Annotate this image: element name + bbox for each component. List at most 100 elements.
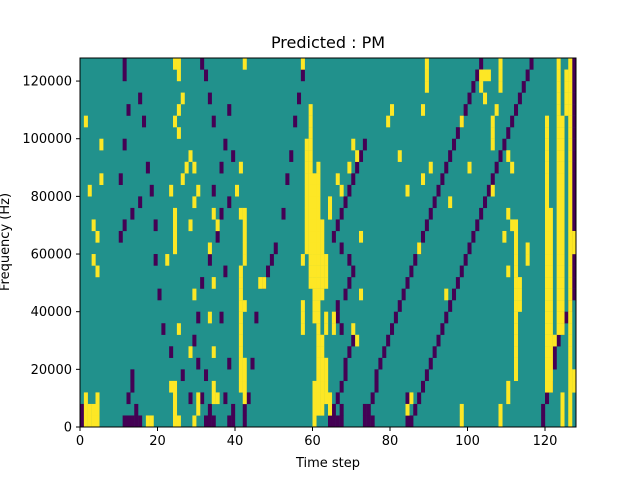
- heatmap-cell-positive: [207, 242, 212, 255]
- heatmap-cell-positive: [308, 173, 313, 185]
- heatmap-cell-positive: [304, 173, 309, 185]
- heatmap-cell-negative: [130, 207, 135, 220]
- heatmap-cell-positive: [514, 323, 519, 335]
- heatmap-cell-positive: [308, 138, 313, 151]
- heatmap-cell-negative: [80, 415, 85, 428]
- heatmap-cell-negative: [475, 69, 480, 82]
- heatmap-cell-positive: [312, 380, 317, 393]
- heatmap-cell-positive: [467, 161, 472, 174]
- heatmap-cell-positive: [300, 323, 305, 335]
- heatmap-cell-positive: [242, 392, 247, 405]
- heatmap-cell-positive: [548, 230, 553, 243]
- heatmap-cell-negative: [572, 81, 577, 93]
- heatmap-cell-positive: [176, 323, 181, 335]
- heatmap-cell-positive: [568, 127, 573, 139]
- heatmap-cell-positive: [498, 58, 503, 70]
- heatmap-cell-positive: [316, 300, 321, 312]
- heatmap-cell-positive: [556, 300, 561, 312]
- heatmap-cell-negative: [479, 58, 484, 70]
- heatmap-cell-positive: [316, 334, 321, 347]
- heatmap-cell-positive: [556, 265, 561, 278]
- heatmap-cell-positive: [184, 161, 189, 174]
- heatmap-cell-negative: [475, 219, 480, 232]
- heatmap-cell-positive: [421, 104, 426, 116]
- heatmap-cell-negative: [370, 392, 375, 405]
- heatmap-cell-positive: [514, 346, 519, 358]
- heatmap-cell-negative: [204, 369, 209, 382]
- heatmap-cell-positive: [514, 254, 519, 266]
- heatmap-cell-positive: [514, 369, 519, 382]
- heatmap-cell-positive: [560, 392, 565, 405]
- heatmap-cell-positive: [490, 115, 495, 128]
- heatmap-cell-negative: [242, 403, 247, 416]
- heatmap-cell-negative: [122, 219, 127, 232]
- heatmap-cell-positive: [506, 380, 511, 393]
- heatmap-cell-positive: [556, 173, 561, 185]
- heatmap-cell-positive: [173, 207, 178, 220]
- heatmap-cell-negative: [541, 403, 546, 416]
- heatmap-cell-positive: [405, 184, 410, 197]
- heatmap-cell-negative: [444, 161, 449, 174]
- heatmap-cell-negative: [521, 81, 526, 93]
- heatmap-cell-positive: [564, 81, 569, 93]
- heatmap-cell-negative: [211, 184, 216, 197]
- heatmap-cell-positive: [312, 311, 317, 324]
- heatmap-cell-positive: [545, 277, 550, 289]
- heatmap-cell-positive: [409, 392, 414, 405]
- heatmap-cell-positive: [498, 415, 503, 428]
- heatmap-cell-positive: [308, 127, 313, 139]
- heatmap-cell-positive: [514, 277, 519, 289]
- heatmap-cell-positive: [560, 254, 565, 266]
- heatmap-cell-positive: [165, 254, 170, 266]
- heatmap-cell-positive: [328, 403, 333, 416]
- heatmap-cell-positive: [560, 138, 565, 151]
- heatmap-cell-positive: [316, 311, 321, 324]
- heatmap-cell-positive: [316, 219, 321, 232]
- heatmap-cell-positive: [506, 392, 511, 405]
- heatmap-cell-negative: [331, 403, 336, 416]
- heatmap-cell-negative: [328, 415, 333, 428]
- heatmap-cell-positive: [568, 196, 573, 209]
- heatmap-cell-negative: [510, 115, 515, 128]
- heatmap-cell-negative: [479, 207, 484, 220]
- heatmap-cell-positive: [568, 242, 573, 255]
- heatmap-cell-positive: [176, 415, 181, 428]
- heatmap-cell-positive: [545, 334, 550, 347]
- heatmap-cell-positive: [545, 357, 550, 370]
- heatmap-cell-positive: [173, 219, 178, 232]
- heatmap-cell-negative: [347, 346, 352, 358]
- heatmap-cell-negative: [153, 254, 158, 266]
- heatmap-cell-positive: [300, 300, 305, 312]
- heatmap-cell-positive: [180, 173, 185, 185]
- heatmap-cell-positive: [545, 300, 550, 312]
- heatmap-cell-positive: [459, 415, 464, 428]
- heatmap-cell-positive: [568, 81, 573, 93]
- heatmap-cell-positive: [320, 277, 325, 289]
- heatmap-cell-positive: [525, 254, 530, 266]
- heatmap-cell-positive: [312, 392, 317, 405]
- heatmap-cell-positive: [517, 300, 522, 312]
- heatmap-cell-positive: [560, 300, 565, 312]
- heatmap-cell-positive: [242, 357, 247, 370]
- heatmap-cell-positive: [560, 150, 565, 162]
- heatmap-cell-positive: [556, 150, 561, 162]
- heatmap-cell-positive: [312, 403, 317, 416]
- heatmap-cell-positive: [316, 288, 321, 301]
- heatmap-cell-negative: [223, 265, 228, 278]
- heatmap-cell-negative: [463, 104, 468, 116]
- heatmap-cell-positive: [324, 380, 329, 393]
- heatmap-cell-negative: [366, 415, 371, 428]
- heatmap-cell-positive: [308, 196, 313, 209]
- heatmap-cell-positive: [552, 334, 557, 347]
- heatmap-cell-positive: [568, 58, 573, 70]
- heatmap-cell-positive: [545, 138, 550, 151]
- heatmap-cell-positive: [308, 265, 313, 278]
- heatmap-cell-negative: [293, 115, 298, 128]
- heatmap-cell-negative: [153, 219, 158, 232]
- heatmap-cell-positive: [176, 69, 181, 82]
- heatmap-cell-negative: [382, 346, 387, 358]
- heatmap-cell-positive: [490, 184, 495, 197]
- heatmap-cell-positive: [560, 219, 565, 232]
- heatmap-cell-positive: [95, 392, 100, 405]
- heatmap-cell-positive: [312, 254, 317, 266]
